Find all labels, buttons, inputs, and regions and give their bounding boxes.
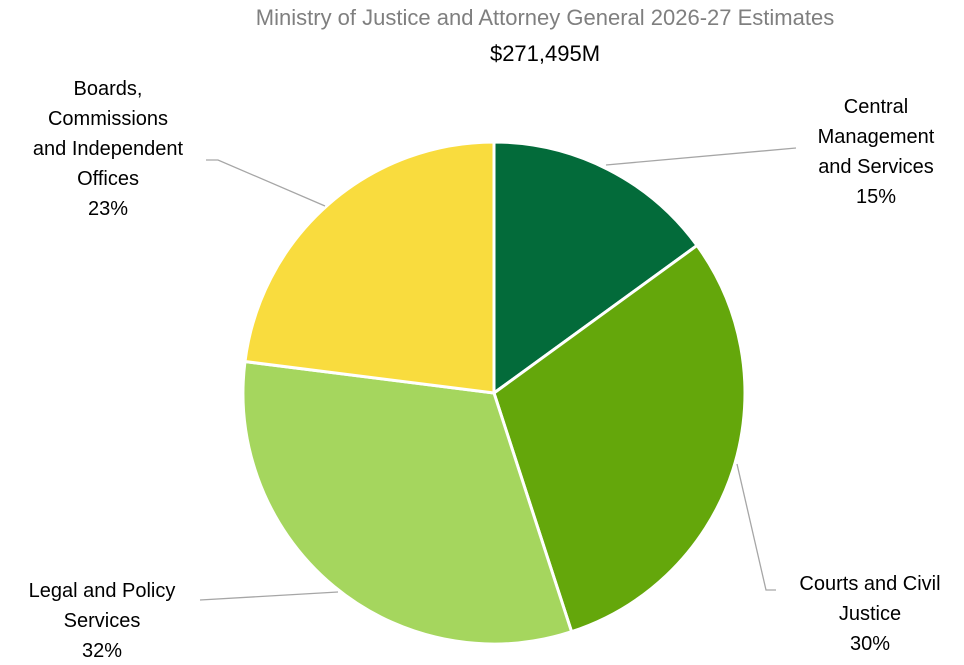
slice-label: Boards, Commissions and Independent Offices…: [33, 78, 184, 220]
chart-title: Ministry of Justice and Attorney General…: [256, 5, 834, 30]
slice-percent-label: 15%: [856, 186, 896, 208]
slice-name-line: Offices: [77, 168, 139, 190]
slice-name-line: and Independent: [33, 138, 184, 160]
slice-label: Central Management and Services 15%: [818, 96, 935, 208]
slice-name-line: Courts and Civil: [799, 573, 940, 595]
pie-slice-courts-and-civil-justice: [492, 243, 747, 634]
slice-name-line: Central: [844, 96, 908, 118]
slice-name-line: Commissions: [48, 108, 168, 130]
pie-slice-central-management-and-services: [492, 140, 700, 396]
pie-slice-legal-and-policy-services: [241, 359, 574, 646]
leader-lines: [199, 147, 797, 601]
slice-name-line: Legal and Policy: [29, 580, 176, 602]
pie-slices: [241, 140, 747, 646]
slice-label: Courts and Civil Justice 30%: [799, 573, 940, 655]
slice-percent-label: 23%: [88, 198, 128, 220]
slice-name-line: Management: [818, 126, 935, 148]
slice-name-line: Services: [64, 610, 141, 632]
pie-slice-boards-commissions-and-independent-offices: [243, 140, 496, 395]
chart-subtitle: $271,495M: [490, 41, 600, 66]
slice-label: Legal and Policy Services 32%: [29, 580, 176, 662]
slice-percent-label: 30%: [850, 633, 890, 655]
slice-name-line: Justice: [839, 603, 901, 625]
slice-name-line: Boards,: [74, 78, 143, 100]
slice-percent-label: 32%: [82, 640, 122, 662]
leader-line: [605, 147, 797, 166]
leader-line: [199, 591, 339, 601]
slice-name-line: and Services: [818, 156, 934, 178]
leader-line: [736, 463, 776, 591]
leader-line: [206, 159, 326, 207]
slice-labels: Central Management and Services 15% Courts a…: [29, 78, 941, 662]
